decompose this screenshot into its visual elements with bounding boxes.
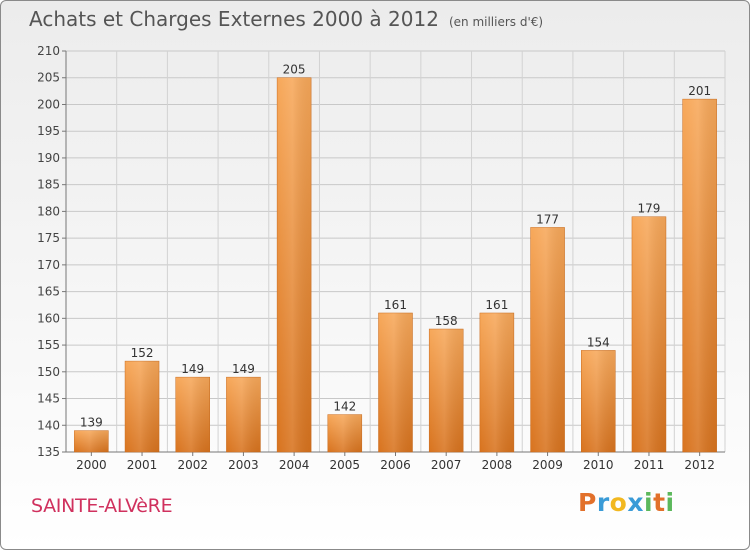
bar-value-label: 161 [485, 298, 508, 312]
x-tick-label: 2001 [127, 458, 158, 472]
chart-title-text: Achats et Charges Externes 2000 à 2012 [29, 7, 439, 31]
y-tick-label: 150 [37, 365, 60, 379]
bar-shine [125, 361, 160, 452]
y-tick-label: 180 [37, 204, 60, 218]
bar-shine [429, 329, 464, 452]
bar-value-label: 177 [536, 212, 559, 226]
bar-shine [682, 99, 717, 453]
bar-shine [378, 312, 413, 452]
logo-letter: i [644, 488, 654, 517]
x-tick-label: 2009 [532, 458, 563, 472]
x-tick-label: 2007 [431, 458, 462, 472]
bar-value-label: 149 [181, 362, 204, 376]
y-tick-label: 210 [37, 44, 60, 58]
logo-letter: P [578, 488, 597, 517]
bar-value-label: 201 [688, 84, 711, 98]
bar-shine [226, 377, 261, 452]
logo-letter: o [609, 488, 628, 517]
town-name: SAINTE-ALVèRE [31, 495, 173, 517]
bar-value-label: 149 [232, 362, 255, 376]
logo-letter: r [596, 488, 610, 517]
x-tick-label: 2003 [228, 458, 259, 472]
y-tick-label: 165 [37, 285, 60, 299]
bar-value-label: 154 [587, 335, 610, 349]
bar-shine [277, 77, 312, 452]
bar-value-label: 158 [435, 314, 458, 328]
bar-value-label: 205 [283, 63, 306, 77]
y-tick-label: 155 [37, 338, 60, 352]
bar-shine [74, 430, 109, 452]
bar-value-label: 179 [638, 202, 661, 216]
logo-letter: i [665, 488, 675, 517]
logo-letter: t [653, 488, 666, 517]
x-tick-label: 2008 [482, 458, 513, 472]
y-tick-label: 170 [37, 258, 60, 272]
y-tick-label: 195 [37, 124, 60, 138]
bar-shine [631, 216, 666, 452]
bar-value-label: 152 [131, 346, 154, 360]
y-tick-label: 140 [37, 418, 60, 432]
y-tick-label: 200 [37, 97, 60, 111]
x-tick-label: 2011 [634, 458, 665, 472]
bar-shine [530, 227, 565, 452]
chart-unit: (en milliers d'€) [448, 15, 544, 29]
bar-shine [479, 312, 514, 452]
x-tick-label: 2000 [76, 458, 107, 472]
x-tick-label: 2002 [177, 458, 208, 472]
bar-layer [74, 77, 717, 453]
x-tick-label: 2012 [684, 458, 715, 472]
y-tick-label: 160 [37, 311, 60, 325]
y-tick-label: 145 [37, 392, 60, 406]
x-tick-label: 2006 [380, 458, 411, 472]
label-layer: 139 2000 152 2001 149 2002 149 2003 205 2004 142 20… [76, 63, 715, 472]
x-tick-label: 2005 [330, 458, 361, 472]
x-tick-label: 2004 [279, 458, 310, 472]
bar-value-label: 142 [333, 400, 356, 414]
bar-shine [175, 377, 210, 452]
x-tick-label: 2010 [583, 458, 614, 472]
y-tick-label: 135 [37, 445, 60, 459]
bar-value-label: 161 [384, 298, 407, 312]
bar-shine [581, 350, 616, 452]
y-tick-label: 185 [37, 178, 60, 192]
y-tick-label: 175 [37, 231, 60, 245]
bar-value-label: 139 [80, 416, 103, 430]
y-tick-label: 190 [37, 151, 60, 165]
proxiti-logo: Proxiti [578, 488, 675, 517]
y-tick-label: 205 [37, 71, 60, 85]
chart-title: Achats et Charges Externes 2000 à 2012 (e… [29, 7, 543, 31]
bar-shine [327, 414, 362, 452]
logo-letter: x [627, 488, 644, 517]
